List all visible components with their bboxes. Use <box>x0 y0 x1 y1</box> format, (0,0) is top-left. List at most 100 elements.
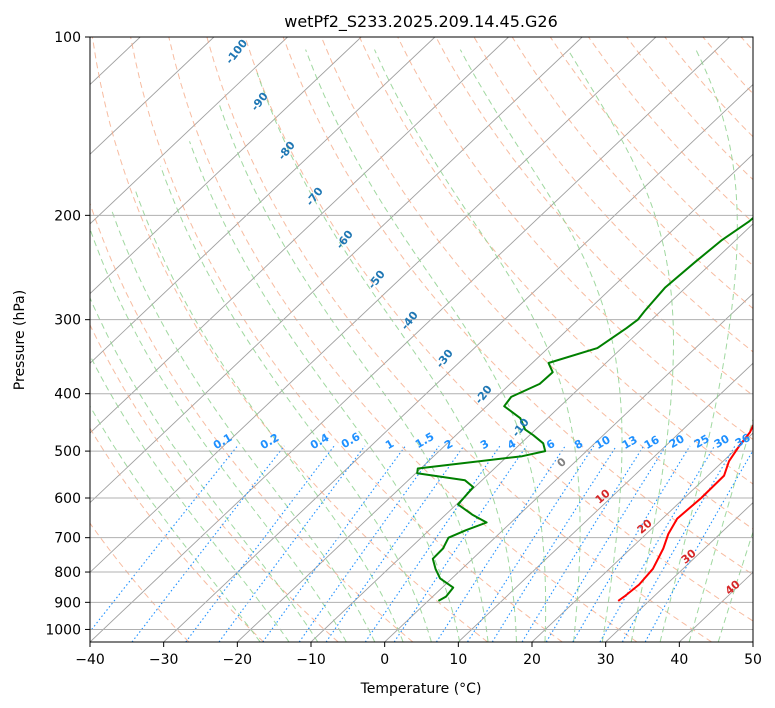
x-tick-label: 30 <box>597 652 615 668</box>
dry-adiabat-line <box>91 37 488 642</box>
y-tick-label: 400 <box>54 387 81 403</box>
x-tick-label: −20 <box>223 652 253 668</box>
y-axis-label: Pressure (hPa) <box>12 290 28 390</box>
line-label: 1 <box>383 437 396 452</box>
line-label: -30 <box>433 347 456 371</box>
y-tick-label: 300 <box>54 313 81 329</box>
isotherm-line <box>90 37 288 225</box>
moist-adiabat-line <box>305 49 547 642</box>
line-label: 13 <box>620 433 640 452</box>
line-label: 8 <box>572 437 585 452</box>
line-label: 10 <box>593 433 613 452</box>
isotherm-line <box>90 37 657 573</box>
line-label: 16 <box>642 433 662 452</box>
y-tick-label: 1000 <box>45 622 81 638</box>
dry-adiabat-line <box>90 323 339 642</box>
dry-adiabat-line <box>473 37 753 353</box>
dry-adiabat-line <box>511 37 753 310</box>
isotherm-line <box>90 37 509 434</box>
x-axis-label: Temperature (°C) <box>360 681 482 697</box>
line-label: 25 <box>692 432 712 451</box>
isotherm-line <box>310 223 753 642</box>
isotherm-line <box>458 362 753 642</box>
line-label: 20 <box>667 432 687 451</box>
dry-adiabat-line <box>168 37 638 642</box>
moist-adiabat-line <box>134 188 404 642</box>
moist-adiabat-line <box>189 141 461 642</box>
y-tick-label: 800 <box>54 565 81 581</box>
y-tick-label: 700 <box>54 531 81 547</box>
x-tick-label: −10 <box>296 652 326 668</box>
y-tick-label: 500 <box>54 444 81 460</box>
line-label: -90 <box>248 90 271 114</box>
mixing-ratio-line <box>521 445 645 642</box>
moist-adiabat-line <box>256 72 517 642</box>
isotherm-line <box>90 37 362 295</box>
dry-adiabat-line <box>90 202 414 642</box>
dry-adiabat-line <box>702 37 753 95</box>
line-label: 40 <box>723 577 743 597</box>
grid-lines <box>90 37 753 630</box>
dry-adiabat-line <box>435 37 753 397</box>
mixing-ratio-line <box>262 445 406 642</box>
moist-adiabat-line <box>659 49 738 642</box>
mixing-ratio-line <box>621 445 736 642</box>
line-label: -40 <box>398 309 421 333</box>
dry-adiabat-line <box>90 427 264 642</box>
dry-adiabat-line <box>130 37 563 642</box>
mixing-ratio-line <box>393 445 527 642</box>
mixing-ratio-line <box>218 445 366 642</box>
line-label: 1.5 <box>413 430 436 451</box>
series-layer <box>416 216 753 602</box>
x-tick-label: 50 <box>744 652 762 668</box>
chart-title: wetPf2_S233.2025.209.14.45.G26 <box>284 12 558 32</box>
isotherm-line <box>90 37 436 364</box>
line-label: 0 <box>555 455 569 470</box>
mixing-ratio-line <box>131 445 285 642</box>
dewpoint-line <box>416 216 753 602</box>
mixing-ratio-line <box>364 445 501 642</box>
mixing-ratio-line <box>298 445 440 642</box>
x-axis: −40 −30 −20 −10 0 10 20 30 40 50 <box>75 642 762 668</box>
y-tick-label: 100 <box>54 30 81 46</box>
moist-adiabat-line <box>717 530 753 642</box>
y-tick-label: 900 <box>54 595 81 611</box>
line-label: 4 <box>505 437 518 452</box>
isotherm-line <box>752 641 753 642</box>
moist-adiabat-line <box>459 49 623 642</box>
mixing-ratio-line <box>435 445 566 642</box>
isotherm-line <box>0 37 67 642</box>
isotherm-line <box>90 37 730 642</box>
isotherm-line <box>90 37 583 504</box>
line-label: 30 <box>679 546 699 566</box>
dry-adiabat-line <box>397 37 753 441</box>
dry-adiabat-line <box>244 37 753 622</box>
line-label: 10 <box>593 486 613 506</box>
dry-adiabat-line <box>664 37 753 138</box>
x-tick-label: 20 <box>523 652 541 668</box>
mixing-ratio-line <box>467 445 595 642</box>
line-label: 2 <box>442 437 455 452</box>
y-tick-label: 200 <box>54 208 81 224</box>
moist-adiabat-line <box>90 405 261 642</box>
moist-adiabat-line <box>90 227 347 642</box>
moist-adiabat-line <box>567 49 674 642</box>
moist-adiabat-line <box>688 417 753 642</box>
isotherm-line <box>163 83 753 642</box>
x-tick-label: −40 <box>75 652 105 668</box>
mixing-ratio-line <box>491 445 617 642</box>
moist-adiabat-line <box>160 165 432 642</box>
background-lines <box>0 37 753 642</box>
line-label: 0.6 <box>339 430 363 451</box>
mixing-ratio-line <box>90 445 238 633</box>
dry-adiabat-line <box>359 37 753 485</box>
mixing-ratio-line <box>545 445 667 642</box>
isotherm-line <box>531 432 753 642</box>
line-label: -50 <box>365 268 388 292</box>
line-label: 0.2 <box>258 431 281 452</box>
y-tick-label: 600 <box>54 491 81 507</box>
isotherm-line <box>237 153 753 642</box>
x-tick-label: 10 <box>449 652 467 668</box>
dry-adiabat-line <box>740 37 753 52</box>
